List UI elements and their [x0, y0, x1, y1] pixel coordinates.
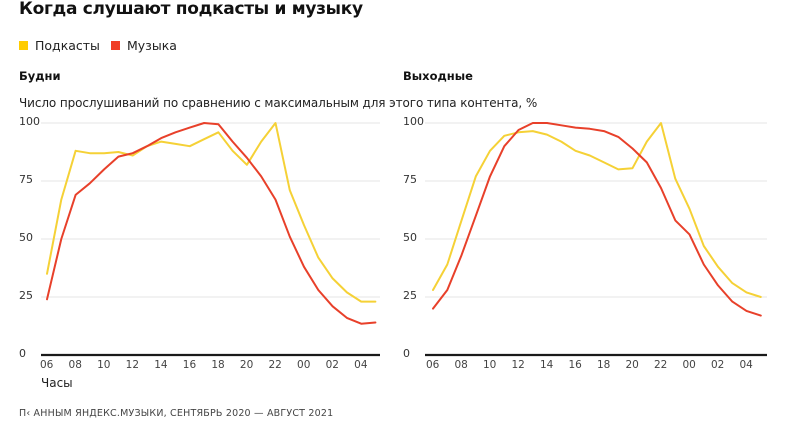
x-tick-label: 16 — [568, 359, 582, 371]
y-tick-label: 50 — [403, 231, 417, 244]
legend-swatch-podcasts-icon — [19, 40, 28, 50]
x-tick-label: 22 — [268, 359, 282, 371]
panel-title-weekends: Выходные — [403, 69, 473, 83]
y-tick-label: 25 — [403, 289, 417, 302]
source-footer: П‹ АННЫМ ЯНДЕКС.МУЗЫКИ, СЕНТЯБРЬ 2020 — … — [19, 408, 334, 419]
legend-label-music: Музыка — [127, 37, 177, 53]
x-tick-label: 02 — [325, 359, 339, 371]
y-tick-label: 100 — [403, 115, 424, 128]
x-tick-label: 06 — [40, 359, 54, 371]
x-tick-label: 04 — [354, 359, 368, 371]
legend-item-podcasts: Подкасты — [19, 37, 100, 53]
x-tick-label: 10 — [97, 359, 111, 371]
series-line-podcasts — [432, 122, 762, 298]
y-tick-label: 25 — [19, 289, 33, 302]
series-line-music — [432, 122, 762, 317]
x-tick-label: 04 — [739, 359, 753, 371]
series-line-music — [46, 122, 377, 325]
y-tick-label: 50 — [19, 231, 33, 244]
x-tick-label: 06 — [426, 359, 440, 371]
x-tick-label: 18 — [597, 359, 611, 371]
x-tick-label: 10 — [483, 359, 497, 371]
x-tick-label: 08 — [68, 359, 82, 371]
series-line-podcasts — [46, 122, 377, 303]
chart-subtitle: Число прослушиваний по сравнению с макси… — [19, 96, 538, 110]
legend-item-music: Музыка — [111, 37, 177, 53]
x-tick-label: 18 — [211, 359, 225, 371]
page-title: Когда слушают подкасты и музыку — [19, 0, 363, 19]
y-tick-label: 0 — [19, 347, 26, 360]
x-tick-label: 12 — [125, 359, 140, 371]
chart-weekends — [425, 122, 767, 357]
x-tick-label: 02 — [711, 359, 725, 371]
y-tick-label: 75 — [19, 173, 33, 186]
x-tick-label: 00 — [297, 359, 311, 371]
x-tick-label: 16 — [182, 359, 197, 371]
legend-swatch-music-icon — [111, 40, 120, 50]
legend-label-podcasts: Подкасты — [35, 37, 100, 53]
y-tick-label: 0 — [403, 347, 410, 360]
panel-title-weekdays: Будни — [19, 69, 61, 83]
x-tick-label: 20 — [625, 359, 639, 371]
x-tick-label: 08 — [454, 359, 468, 371]
x-axis-title: Часы — [41, 376, 73, 390]
x-tick-label: 20 — [239, 359, 254, 371]
x-tick-label: 22 — [654, 359, 668, 371]
x-tick-label: 14 — [540, 359, 554, 371]
y-tick-label: 100 — [19, 115, 40, 128]
x-tick-label: 00 — [682, 359, 696, 371]
y-tick-label: 75 — [403, 173, 417, 186]
chart-weekdays — [41, 122, 380, 357]
x-tick-label: 12 — [511, 359, 525, 371]
x-tick-label: 14 — [154, 359, 168, 371]
